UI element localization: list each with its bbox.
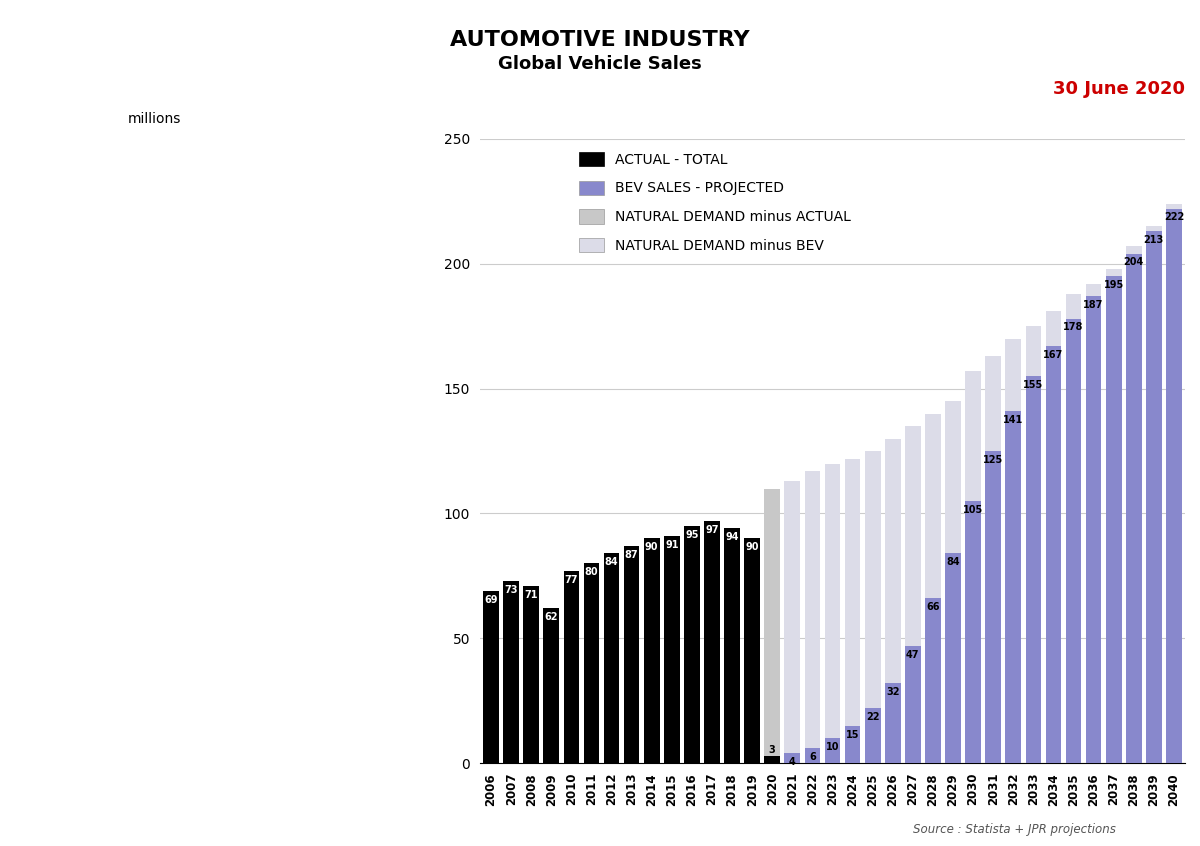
Text: 4: 4 (788, 757, 796, 767)
Text: 47: 47 (906, 650, 919, 660)
Text: AUTOMOTIVE INDUSTRY: AUTOMOTIVE INDUSTRY (450, 30, 750, 50)
Text: 178: 178 (1063, 322, 1084, 332)
Bar (965, 501, 980, 763)
Bar (946, 401, 961, 553)
Bar (1126, 246, 1141, 254)
Text: 187: 187 (1084, 300, 1104, 310)
Text: 125: 125 (983, 455, 1003, 464)
Bar (785, 481, 800, 753)
Bar (804, 748, 821, 763)
Text: 71: 71 (524, 590, 538, 600)
Text: 95: 95 (685, 530, 698, 540)
Bar (985, 451, 1001, 763)
Bar (1006, 411, 1021, 763)
Bar (1106, 269, 1122, 276)
Bar (725, 529, 740, 763)
Text: 222: 222 (1164, 212, 1184, 222)
Text: 6: 6 (809, 752, 816, 762)
Bar (564, 571, 580, 763)
Bar (1126, 254, 1141, 763)
Bar (804, 471, 821, 748)
Bar (845, 459, 860, 726)
Text: 62: 62 (545, 613, 558, 622)
Text: millions: millions (127, 113, 181, 126)
Text: 66: 66 (926, 602, 940, 613)
Bar (644, 538, 660, 763)
Bar (946, 553, 961, 763)
Bar (704, 521, 720, 763)
Text: 87: 87 (625, 550, 638, 560)
Text: 94: 94 (725, 532, 739, 542)
Bar (523, 586, 539, 763)
Bar (1066, 319, 1081, 763)
Bar (1045, 346, 1061, 763)
Bar (503, 581, 518, 763)
Bar (865, 708, 881, 763)
Bar (1086, 283, 1102, 296)
Bar (845, 726, 860, 763)
Bar (1166, 209, 1182, 763)
Bar (764, 488, 780, 755)
Text: 30 June 2020: 30 June 2020 (1054, 80, 1186, 98)
Bar (925, 414, 941, 598)
Bar (744, 538, 760, 763)
Bar (884, 438, 900, 684)
Bar (604, 553, 619, 763)
Bar (985, 356, 1001, 451)
Text: 141: 141 (1003, 415, 1024, 425)
Bar (824, 739, 840, 763)
Text: 15: 15 (846, 729, 859, 739)
Text: 155: 155 (1024, 380, 1044, 390)
Bar (1026, 376, 1042, 763)
Text: 97: 97 (706, 525, 719, 535)
Text: 69: 69 (485, 595, 498, 605)
Text: Global Vehicle Sales: Global Vehicle Sales (498, 55, 702, 73)
Text: 90: 90 (745, 542, 758, 552)
Text: 73: 73 (504, 585, 518, 595)
Text: 32: 32 (886, 687, 900, 697)
Bar (484, 591, 499, 763)
Bar (905, 426, 920, 645)
Text: Source : Statista + JPR projections: Source : Statista + JPR projections (913, 823, 1116, 836)
Text: 91: 91 (665, 540, 678, 550)
Legend: ACTUAL - TOTAL, BEV SALES - PROJECTED, NATURAL DEMAND minus ACTUAL, NATURAL DEMA: ACTUAL - TOTAL, BEV SALES - PROJECTED, N… (578, 152, 851, 253)
Text: 204: 204 (1123, 257, 1144, 267)
Bar (1146, 231, 1162, 763)
Bar (785, 753, 800, 763)
Text: 77: 77 (565, 574, 578, 585)
Text: 84: 84 (605, 558, 618, 567)
Bar (905, 645, 920, 763)
Text: 3: 3 (769, 744, 775, 755)
Text: 22: 22 (866, 712, 880, 722)
Text: 90: 90 (644, 542, 659, 552)
Bar (1166, 204, 1182, 209)
Bar (965, 371, 980, 501)
Bar (865, 451, 881, 708)
Text: 213: 213 (1144, 235, 1164, 245)
Text: 105: 105 (962, 505, 983, 514)
Text: 84: 84 (947, 558, 960, 567)
Bar (684, 526, 700, 763)
Bar (1006, 338, 1021, 411)
Bar (664, 536, 679, 763)
Bar (824, 464, 840, 739)
Bar (884, 684, 900, 763)
Text: 167: 167 (1043, 350, 1063, 360)
Bar (1106, 276, 1122, 763)
Bar (624, 546, 640, 763)
Bar (1026, 327, 1042, 376)
Bar (925, 598, 941, 763)
Bar (1045, 311, 1061, 346)
Bar (1086, 296, 1102, 763)
Bar (1146, 226, 1162, 231)
Bar (764, 755, 780, 763)
Bar (583, 563, 599, 763)
Text: 10: 10 (826, 742, 839, 752)
Bar (1066, 294, 1081, 319)
Bar (544, 608, 559, 763)
Text: 195: 195 (1104, 280, 1124, 290)
Text: 80: 80 (584, 567, 599, 577)
